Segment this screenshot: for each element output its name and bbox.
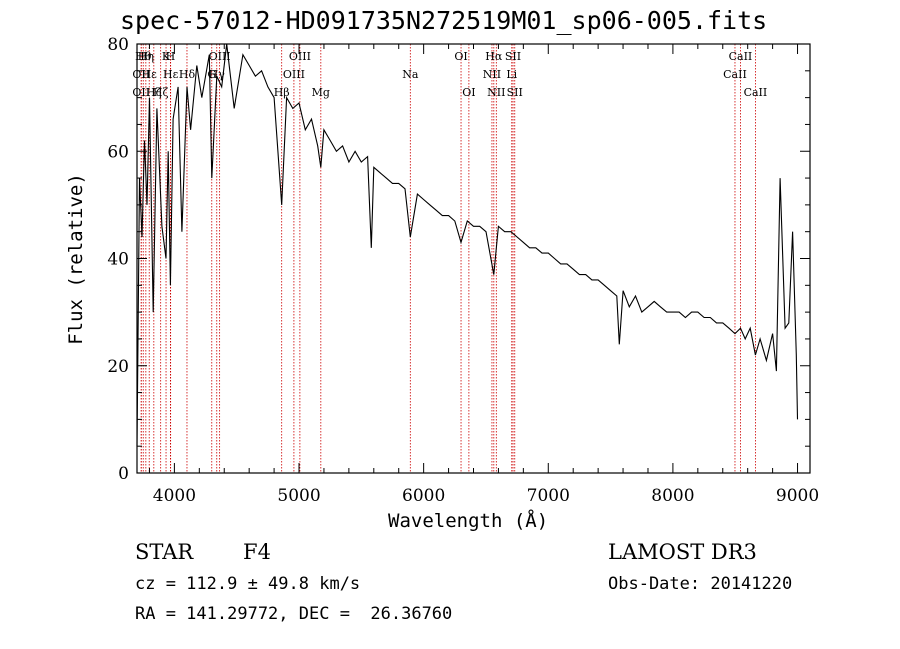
x-tick-label-4: 8000 bbox=[651, 486, 694, 506]
line-label-0: Hθ bbox=[135, 50, 152, 63]
spectrum-series bbox=[136, 43, 799, 447]
line-label-12: Hγ bbox=[209, 68, 226, 81]
x-tick-label-2: 6000 bbox=[402, 486, 445, 506]
x-tick-label-3: 7000 bbox=[527, 486, 570, 506]
x-tick-label-5: 9000 bbox=[776, 486, 819, 506]
line-label-4: Hε bbox=[142, 68, 158, 81]
line-label-7: K bbox=[162, 50, 171, 63]
object-subclass: F4 bbox=[243, 540, 271, 564]
line-label-29: CaII bbox=[744, 86, 768, 99]
line-label-11: G bbox=[207, 68, 216, 81]
line-label-14: Hβ bbox=[274, 86, 290, 99]
line-label-25: SII bbox=[505, 50, 521, 63]
line-label-26: SII bbox=[507, 86, 523, 99]
line-label-21: NII bbox=[483, 68, 501, 81]
observation-date: Obs-Date: 20141220 bbox=[608, 574, 793, 594]
x-axis-label: Wavelength (Å) bbox=[388, 510, 549, 532]
chart-title: spec-57012-HD091735N272519M01_sp06-005.f… bbox=[120, 6, 768, 35]
object-class: STAR bbox=[135, 540, 194, 564]
line-label-23: NII bbox=[487, 86, 505, 99]
coordinates: RA = 141.29772, DEC = 26.36760 bbox=[135, 604, 453, 624]
line-label-3: Hη bbox=[138, 50, 154, 63]
line-label-5: Hζ bbox=[146, 86, 162, 99]
line-label-6: Hζ bbox=[153, 86, 169, 99]
y-tick-label-4: 80 bbox=[107, 35, 129, 55]
line-label-15: OIII bbox=[283, 68, 305, 81]
y-tick-label-0: 0 bbox=[118, 464, 129, 484]
line-label-28: CaII bbox=[729, 50, 753, 63]
survey-name: LAMOST DR3 bbox=[608, 540, 757, 564]
plot-frame bbox=[136, 43, 811, 474]
line-label-9: Hε bbox=[163, 68, 179, 81]
axis-ticks: 4000 5000 6000 7000 8000 9000 0 20 40 60 80 bbox=[107, 35, 819, 506]
line-label-8: H bbox=[166, 50, 176, 63]
line-label-27: CaII bbox=[723, 68, 747, 81]
line-label-24: Li bbox=[506, 68, 517, 81]
spectral-line-markers bbox=[140, 44, 756, 473]
line-label-13: OIII bbox=[209, 50, 231, 63]
line-label-19: OI bbox=[454, 50, 467, 63]
y-tick-label-1: 20 bbox=[107, 357, 129, 377]
line-label-22: Hα bbox=[485, 50, 503, 63]
line-label-16: OIII bbox=[289, 50, 311, 63]
line-label-20: OI bbox=[462, 86, 475, 99]
line-label-2: OII bbox=[132, 86, 150, 99]
y-tick-label-3: 60 bbox=[107, 142, 129, 162]
flux-line bbox=[136, 43, 799, 447]
y-tick-label-2: 40 bbox=[107, 250, 129, 270]
line-label-10: Hδ bbox=[179, 68, 196, 81]
redshift-velocity: cz = 112.9 ± 49.8 km/s bbox=[135, 574, 361, 594]
x-tick-label-0: 4000 bbox=[153, 486, 196, 506]
x-tick-label-1: 5000 bbox=[277, 486, 320, 506]
line-label-18: Na bbox=[402, 68, 419, 81]
line-label-1: OII bbox=[132, 68, 150, 81]
line-label-17: Mg bbox=[312, 86, 330, 99]
y-axis-label: Flux (relative) bbox=[65, 173, 87, 345]
